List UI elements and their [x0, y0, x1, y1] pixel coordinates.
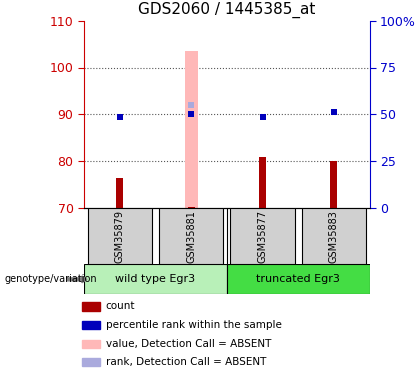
Text: GSM35883: GSM35883 [329, 210, 339, 262]
Text: rank, Detection Call = ABSENT: rank, Detection Call = ABSENT [106, 357, 266, 367]
Bar [159, 208, 223, 264]
Bar [259, 157, 266, 208]
Bar [302, 208, 366, 264]
Bar [230, 208, 295, 264]
Bar [227, 264, 370, 294]
Text: truncated Egr3: truncated Egr3 [256, 274, 340, 284]
Text: genotype/variation: genotype/variation [4, 274, 97, 284]
Bar [185, 51, 197, 208]
Text: GSM35879: GSM35879 [115, 210, 125, 263]
Text: percentile rank within the sample: percentile rank within the sample [106, 320, 282, 330]
Bar [84, 264, 227, 294]
Bar [81, 302, 100, 310]
Text: value, Detection Call = ABSENT: value, Detection Call = ABSENT [106, 339, 271, 348]
Bar [81, 339, 100, 348]
Bar [87, 208, 152, 264]
Title: GDS2060 / 1445385_at: GDS2060 / 1445385_at [138, 2, 315, 18]
Text: GSM35877: GSM35877 [257, 210, 268, 263]
Bar [187, 207, 195, 208]
Text: GSM35881: GSM35881 [186, 210, 196, 262]
Text: wild type Egr3: wild type Egr3 [116, 274, 195, 284]
Bar [81, 321, 100, 329]
Text: count: count [106, 302, 135, 312]
Bar [116, 178, 123, 208]
Bar [81, 358, 100, 366]
Bar [331, 161, 338, 208]
